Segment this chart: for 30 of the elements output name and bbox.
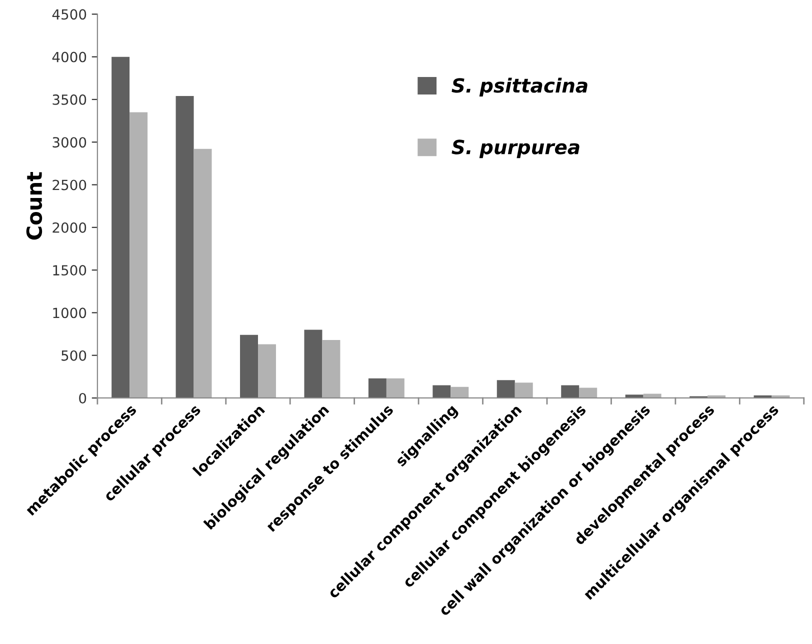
bar [432, 385, 451, 398]
bar [561, 385, 580, 398]
y-tick-label: 2000 [52, 222, 86, 233]
bar [643, 394, 662, 398]
bar [496, 380, 515, 398]
legend-label: S. purpurea [452, 140, 580, 158]
bar [386, 378, 404, 398]
y-tick-label: 1500 [53, 265, 86, 276]
y-tick-label: 3500 [52, 94, 86, 105]
bar [514, 382, 533, 398]
y-axis-title: Count [26, 172, 42, 240]
y-tick-label: 2500 [52, 180, 86, 190]
y-tick-label: 4000 [52, 52, 86, 62]
bar [450, 386, 469, 398]
y-tick-label: 500 [62, 350, 86, 361]
bar [258, 344, 276, 398]
y-tick-label: 1000 [53, 308, 86, 318]
legend-label: S. psittacina [452, 78, 588, 97]
bar [240, 334, 258, 398]
y-tick-label: 0 [79, 392, 86, 404]
bar [579, 388, 598, 398]
bar [322, 340, 340, 398]
bar [304, 330, 322, 398]
bar [112, 56, 130, 398]
bar [130, 112, 148, 398]
y-tick-label: 3000 [52, 137, 86, 148]
bar [176, 96, 194, 398]
bar [368, 378, 386, 398]
y-tick-label: 4500 [52, 9, 86, 20]
bar [194, 148, 212, 398]
